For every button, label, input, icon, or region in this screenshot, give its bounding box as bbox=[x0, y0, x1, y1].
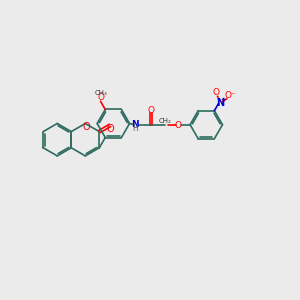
Text: O: O bbox=[83, 122, 90, 132]
Text: CH₃: CH₃ bbox=[94, 90, 107, 96]
Text: O: O bbox=[175, 122, 182, 130]
Text: O: O bbox=[213, 88, 220, 97]
Text: O: O bbox=[147, 106, 154, 115]
Text: +: + bbox=[220, 97, 226, 103]
Text: O⁻: O⁻ bbox=[225, 91, 236, 100]
Text: O: O bbox=[107, 124, 114, 134]
Text: N: N bbox=[131, 120, 139, 129]
Text: H: H bbox=[132, 124, 138, 133]
Text: O: O bbox=[97, 93, 104, 102]
Text: N: N bbox=[217, 98, 225, 108]
Text: CH₂: CH₂ bbox=[159, 118, 172, 124]
